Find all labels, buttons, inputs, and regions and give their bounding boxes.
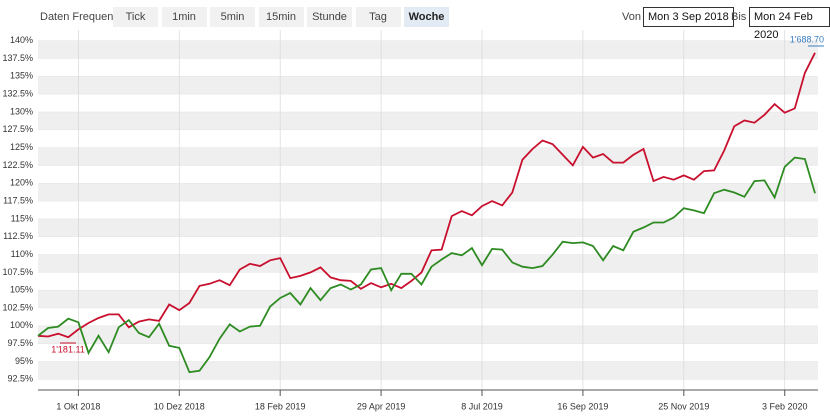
x-tick-label: 29 Apr 2019 (357, 401, 406, 411)
frequency-button[interactable]: 1min (161, 7, 207, 27)
grid-band (38, 218, 818, 237)
x-tick-label: 1 Okt 2018 (56, 401, 100, 411)
from-date[interactable]: Mon 3 Sep 2018 (643, 7, 734, 27)
frequency-button[interactable]: Tag (355, 7, 401, 27)
y-tick-label: 102.5% (2, 302, 33, 312)
y-tick-label: 97.5% (7, 338, 33, 348)
grid-band (38, 147, 818, 166)
series-line (37, 156, 816, 374)
y-tick-label: 100% (10, 320, 33, 330)
grid-band (38, 290, 818, 309)
y-tick-label: 117.5% (3, 195, 33, 205)
x-tick-label: 25 Nov 2019 (658, 401, 709, 411)
frequency-button[interactable]: Woche (404, 7, 449, 27)
y-tick-label: 112.5% (3, 231, 33, 241)
grid-band (38, 254, 818, 273)
y-tick-label: 120% (10, 178, 33, 188)
x-tick-label: 10 Dez 2018 (154, 401, 205, 411)
annotation: 1'181.11 (51, 344, 85, 354)
x-tick-label: 3 Feb 2020 (762, 401, 808, 411)
frequency-button[interactable]: 5min (210, 7, 255, 27)
frequency-label: Daten Frequenz (40, 11, 119, 23)
series-line (37, 52, 816, 339)
y-tick-label: 95% (15, 356, 33, 366)
y-tick-label: 115% (11, 213, 33, 223)
grid-band (38, 325, 818, 344)
grid-band (38, 111, 818, 130)
to-date[interactable]: Mon 24 Feb 2020 (749, 7, 830, 41)
y-tick-label: 137.5% (2, 53, 33, 63)
y-tick-label: 92.5% (7, 374, 33, 384)
y-tick-label: 132.5% (2, 89, 33, 99)
y-tick-label: 125% (10, 142, 33, 152)
y-tick-label: 130% (10, 106, 33, 116)
from-label: Von (622, 11, 641, 23)
to-label: Bis (731, 11, 747, 23)
x-tick-label: 16 Sep 2019 (557, 401, 608, 411)
annotation: 1'688.70 (790, 34, 824, 44)
y-tick-label: 122.5% (2, 160, 33, 170)
x-tick-label: 18 Feb 2019 (255, 401, 306, 411)
y-tick-label: 140% (10, 35, 33, 45)
frequency-button[interactable]: 15min (258, 7, 304, 27)
y-tick-label: 127.5% (2, 124, 33, 134)
frequency-button[interactable]: Stunde (307, 7, 352, 27)
x-tick-label: 8 Jul 2019 (461, 401, 503, 411)
grid-band (38, 183, 818, 202)
y-tick-label: 107.5% (2, 267, 33, 277)
y-tick-label: 135% (10, 71, 33, 81)
frequency-button[interactable]: Tick (113, 7, 158, 27)
y-tick-label: 110% (11, 249, 33, 259)
grid-band (38, 361, 818, 380)
grid-band (38, 40, 818, 59)
y-tick-label: 105% (10, 285, 33, 295)
grid-band (38, 76, 818, 95)
